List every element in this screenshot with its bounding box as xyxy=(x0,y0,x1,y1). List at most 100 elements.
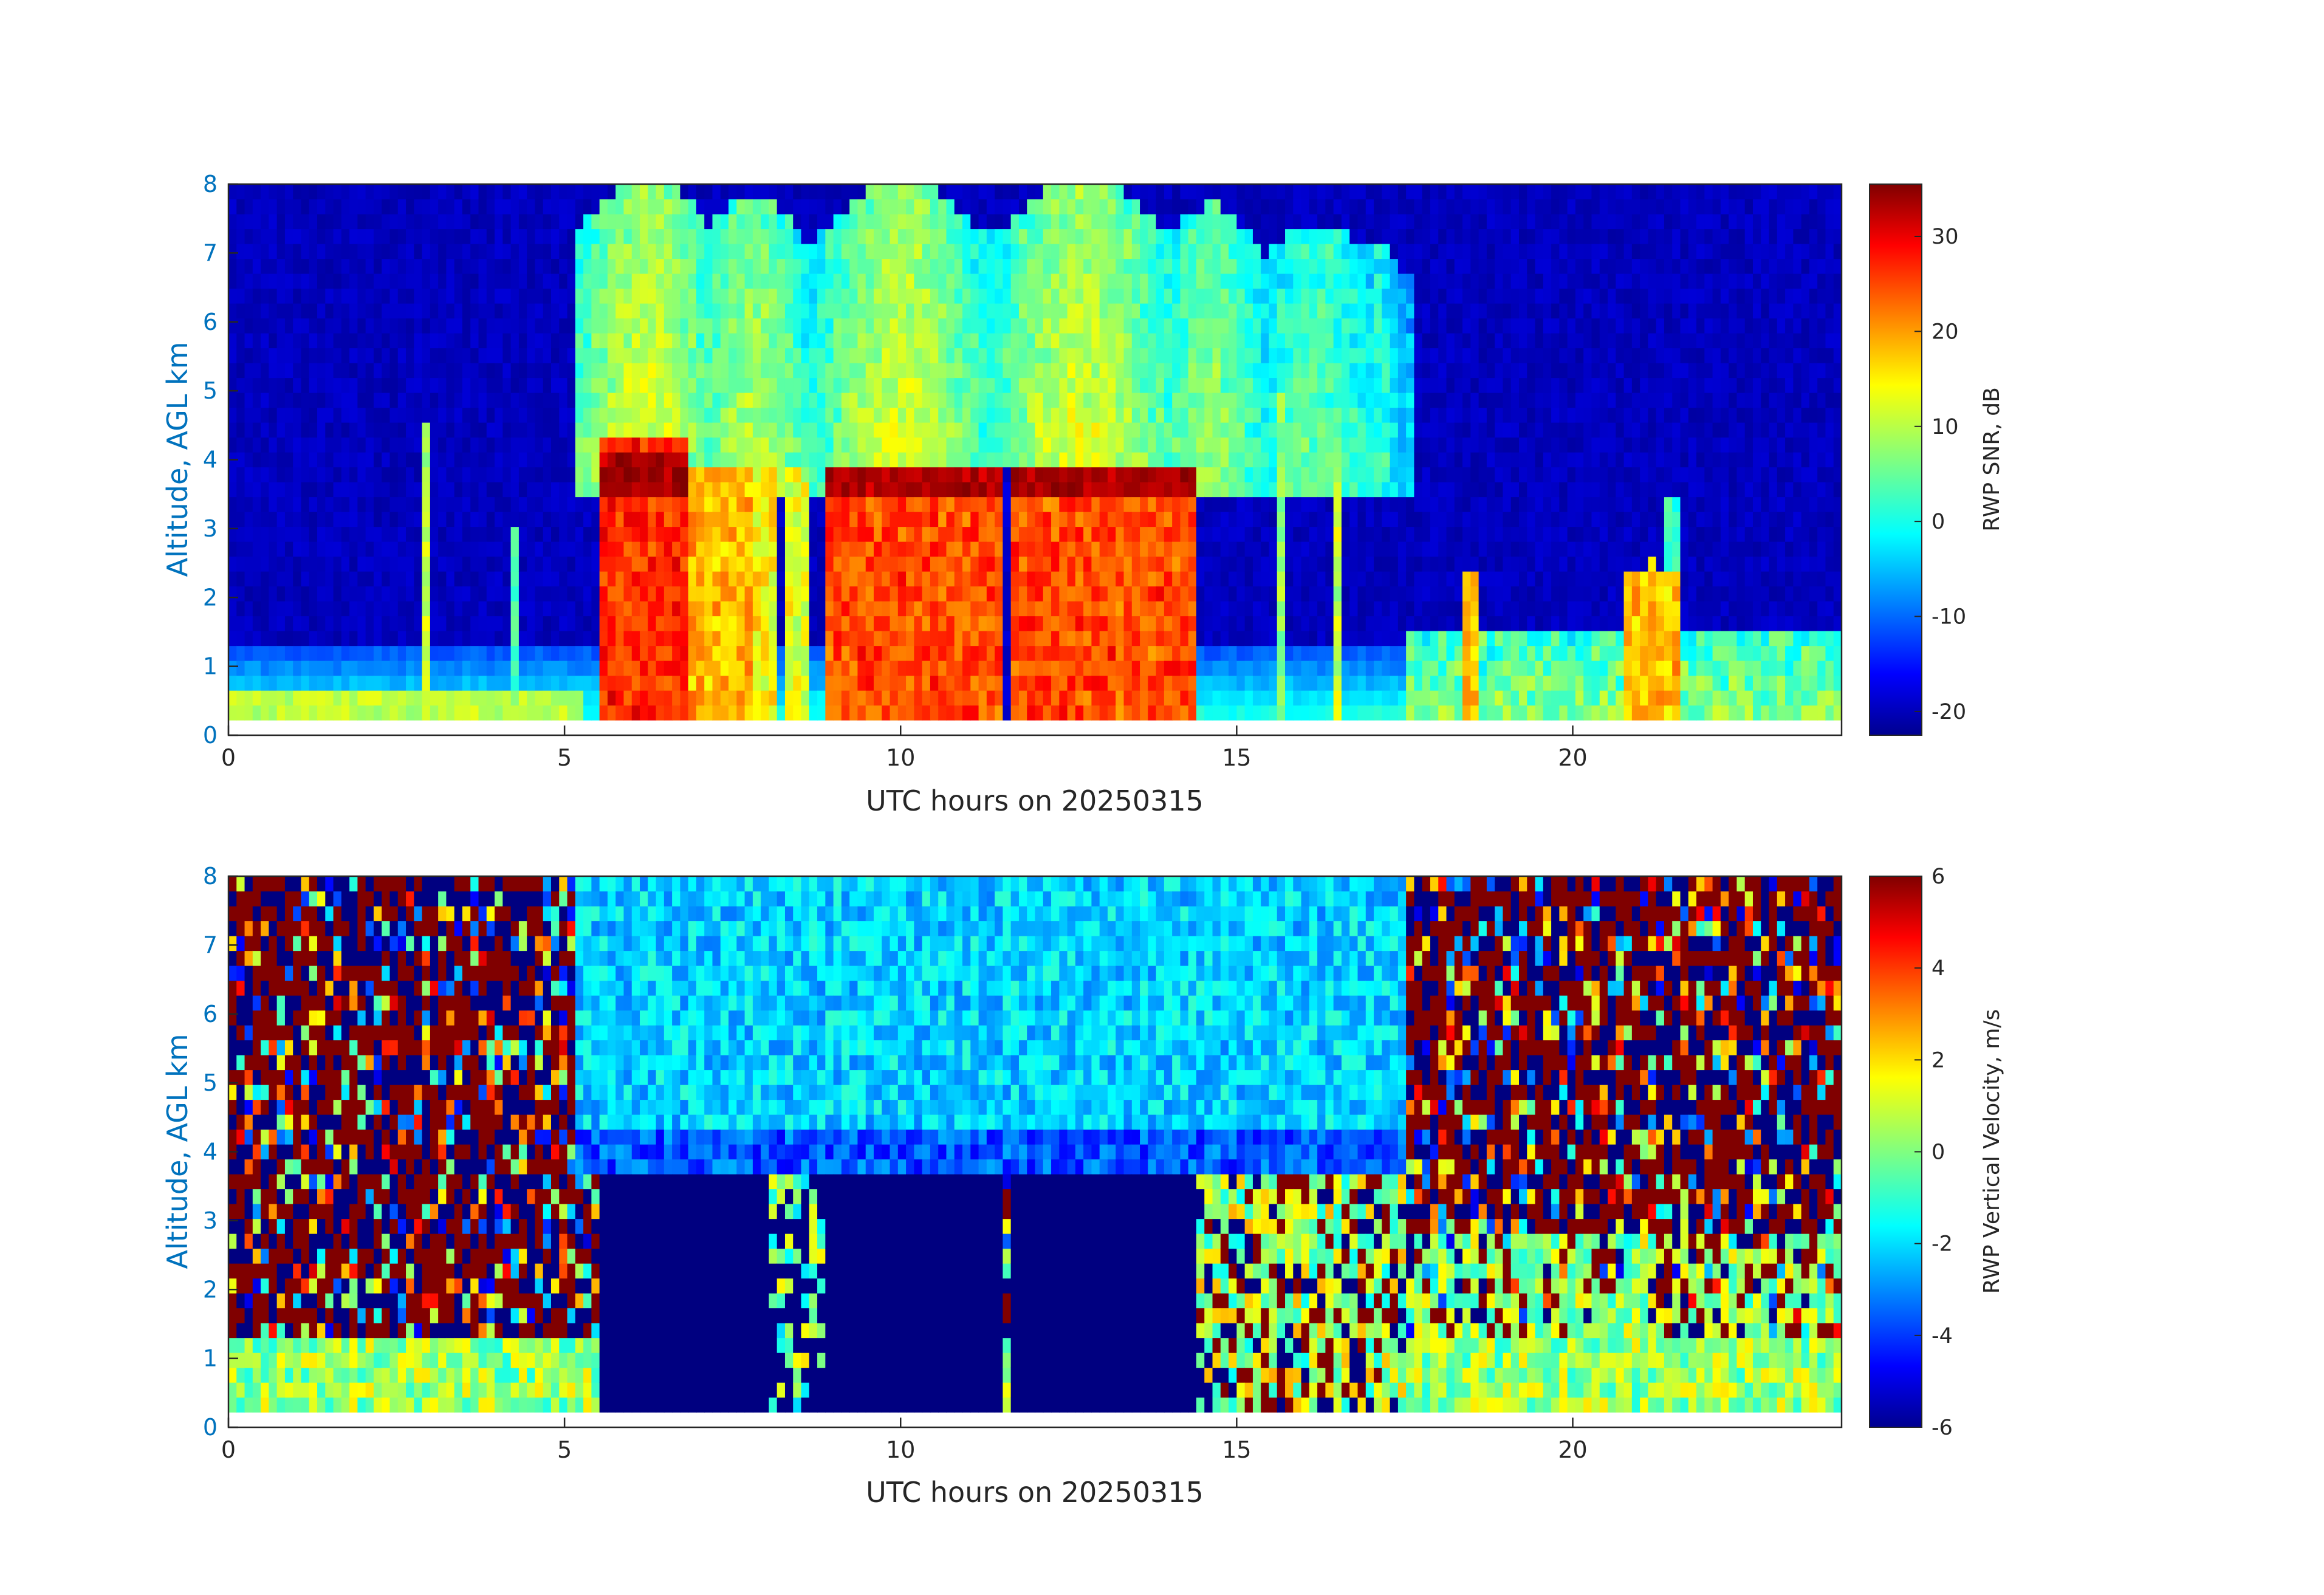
heatmap-cell xyxy=(1293,199,1302,214)
heatmap-cell xyxy=(261,422,269,438)
heatmap-cell xyxy=(1123,467,1133,482)
heatmap-cell xyxy=(333,482,342,498)
heatmap-cell xyxy=(640,526,648,542)
heatmap-cell xyxy=(776,393,786,408)
heatmap-cell xyxy=(591,512,600,527)
heatmap-cell xyxy=(325,258,334,274)
heatmap-cell xyxy=(293,333,302,349)
heatmap-cell xyxy=(736,675,746,691)
heatmap-cell xyxy=(744,184,753,200)
heatmap-cell xyxy=(502,244,512,259)
heatmap-cell xyxy=(986,199,995,214)
heatmap-cell xyxy=(406,228,414,244)
heatmap-cell xyxy=(325,556,334,572)
heatmap-cell xyxy=(906,422,914,438)
heatmap-cell xyxy=(1229,452,1237,468)
heatmap-cell xyxy=(809,526,818,542)
heatmap-cell xyxy=(276,541,286,557)
heatmap-cell xyxy=(825,377,834,393)
heatmap-cell xyxy=(776,556,786,572)
heatmap-cell xyxy=(276,184,286,200)
heatmap-cell xyxy=(648,571,657,587)
heatmap-cell xyxy=(865,214,874,230)
heatmap-cell xyxy=(712,512,721,527)
heatmap-cell xyxy=(543,526,552,542)
heatmap-cell xyxy=(1140,705,1148,721)
heatmap-cell xyxy=(978,273,987,289)
heatmap-cell xyxy=(672,496,681,512)
heatmap-cell xyxy=(333,377,342,393)
heatmap-cell xyxy=(615,601,625,617)
heatmap-cell xyxy=(1075,571,1084,587)
heatmap-cell xyxy=(284,393,293,408)
heatmap-cell xyxy=(454,645,463,661)
heatmap-cell xyxy=(922,333,931,349)
heatmap-cell xyxy=(495,631,503,647)
heatmap-cell xyxy=(1164,631,1173,647)
heatmap-cell xyxy=(1075,303,1084,319)
heatmap-cell xyxy=(543,675,552,691)
heatmap-cell xyxy=(656,660,665,676)
heatmap-cell xyxy=(769,512,778,527)
heatmap-cell xyxy=(1018,199,1027,214)
heatmap-cell xyxy=(906,541,914,557)
heatmap-cell xyxy=(462,288,471,304)
heatmap-cell xyxy=(1131,437,1140,453)
heatmap-cell xyxy=(382,318,391,334)
heatmap-cell xyxy=(761,631,770,647)
heatmap-cell xyxy=(1188,482,1197,498)
heatmap-cell xyxy=(809,512,818,527)
heatmap-cell xyxy=(535,467,544,482)
heatmap-cell xyxy=(857,571,866,587)
heatmap-cell xyxy=(1325,482,1334,498)
heatmap-cell xyxy=(325,601,334,617)
heatmap-cell xyxy=(1123,616,1133,631)
heatmap-cell xyxy=(1018,586,1027,602)
heatmap-cell xyxy=(1172,422,1181,438)
heatmap-cell xyxy=(1059,377,1068,393)
heatmap-cell xyxy=(478,348,487,363)
heatmap-cell xyxy=(631,541,640,557)
heatmap-cell xyxy=(1116,437,1125,453)
heatmap-cell xyxy=(833,556,842,572)
heatmap-cell xyxy=(559,631,568,647)
heatmap-cell xyxy=(615,422,625,438)
heatmap-cell xyxy=(712,556,721,572)
heatmap-cell xyxy=(769,377,778,393)
heatmap-cell xyxy=(1027,482,1036,498)
heatmap-cell xyxy=(1244,303,1253,319)
heatmap-cell xyxy=(986,228,995,244)
heatmap-cell xyxy=(688,705,697,721)
heatmap-cell xyxy=(551,645,560,661)
heatmap-cell xyxy=(1277,273,1286,289)
heatmap-cell xyxy=(462,496,471,512)
heatmap-cell xyxy=(349,705,358,721)
heatmap-cell xyxy=(833,601,842,617)
heatmap-cell xyxy=(656,184,665,200)
heatmap-cell xyxy=(769,705,778,721)
heatmap-cell xyxy=(874,348,882,363)
heatmap-cell xyxy=(1043,660,1052,676)
heatmap-cell xyxy=(261,571,269,587)
heatmap-cell xyxy=(906,482,914,498)
heatmap-cell xyxy=(736,348,746,363)
heatmap-cell xyxy=(333,601,342,617)
heatmap-cell xyxy=(269,318,278,334)
heatmap-cell xyxy=(897,556,907,572)
heatmap-cell xyxy=(567,571,576,587)
heatmap-cell xyxy=(1325,512,1334,527)
heatmap-cell xyxy=(752,184,761,200)
heatmap-cell xyxy=(341,437,350,453)
heatmap-cell xyxy=(1099,541,1108,557)
heatmap-cell xyxy=(752,363,761,379)
heatmap-cell xyxy=(962,377,971,393)
heatmap-cell xyxy=(841,273,850,289)
heatmap-cell xyxy=(922,452,931,468)
heatmap-cell xyxy=(1083,258,1092,274)
heatmap-cell xyxy=(615,228,625,244)
heatmap-cell xyxy=(1236,377,1246,393)
heatmap-cell xyxy=(535,303,544,319)
heatmap-cell xyxy=(1140,660,1148,676)
heatmap-cell xyxy=(1075,690,1084,706)
heatmap-cell xyxy=(252,690,261,706)
